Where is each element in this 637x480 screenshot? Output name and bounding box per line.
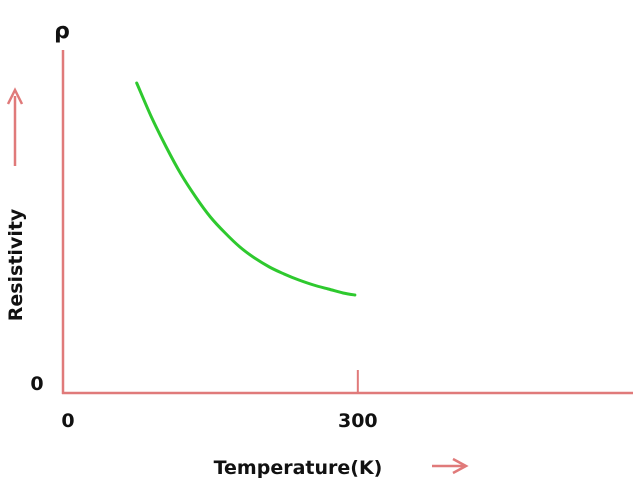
x-tick-label-0: 0 [61, 410, 74, 432]
resistivity-curve [135, 81, 357, 297]
x-axis-label: Temperature(K) [214, 457, 383, 479]
x-tick-label-300: 300 [338, 410, 378, 432]
y-axis-label: Resistivity [5, 208, 27, 321]
x-axis-arrow [432, 457, 469, 475]
y-axis-arrow [6, 87, 24, 166]
y-tick-label-0: 0 [30, 373, 43, 395]
y-axis-symbol: ρ [54, 19, 70, 44]
